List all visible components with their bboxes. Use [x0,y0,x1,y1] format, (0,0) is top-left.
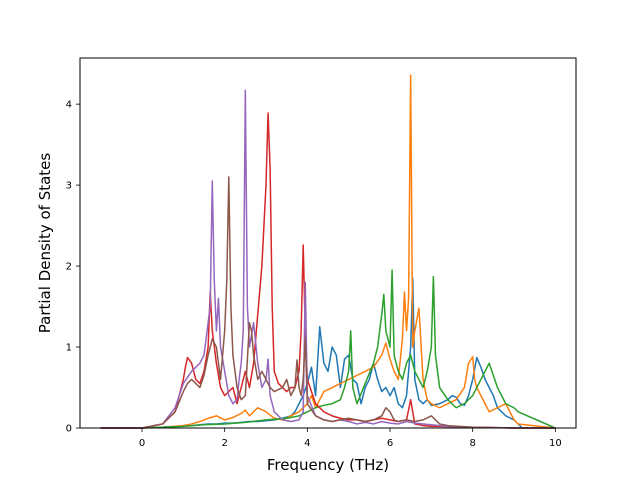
y-tick-label: 0 [66,424,72,435]
series-line-6 [100,176,556,429]
x-tick-label: 8 [469,438,475,449]
x-tick-label: 2 [221,438,227,449]
x-tick-label: 6 [387,438,393,449]
plot-area [100,74,556,429]
x-axis: 0 2 4 6 8 10 [139,428,562,449]
y-axis-label: Partial Density of States [36,153,54,334]
x-tick-label: 0 [139,438,145,449]
y-axis: 0 1 2 3 4 [66,100,80,435]
series-line-3 [100,269,556,429]
x-axis-label: Frequency (THz) [267,456,389,474]
y-tick-label: 2 [66,262,72,273]
series-line-2 [100,74,556,429]
y-tick-label: 4 [66,100,72,111]
series-line-4 [100,112,556,429]
y-tick-label: 3 [66,181,72,192]
y-tick-label: 1 [66,343,72,354]
axes-frame [79,57,577,429]
x-tick-label: 4 [304,438,310,449]
x-tick-label: 10 [549,438,562,449]
